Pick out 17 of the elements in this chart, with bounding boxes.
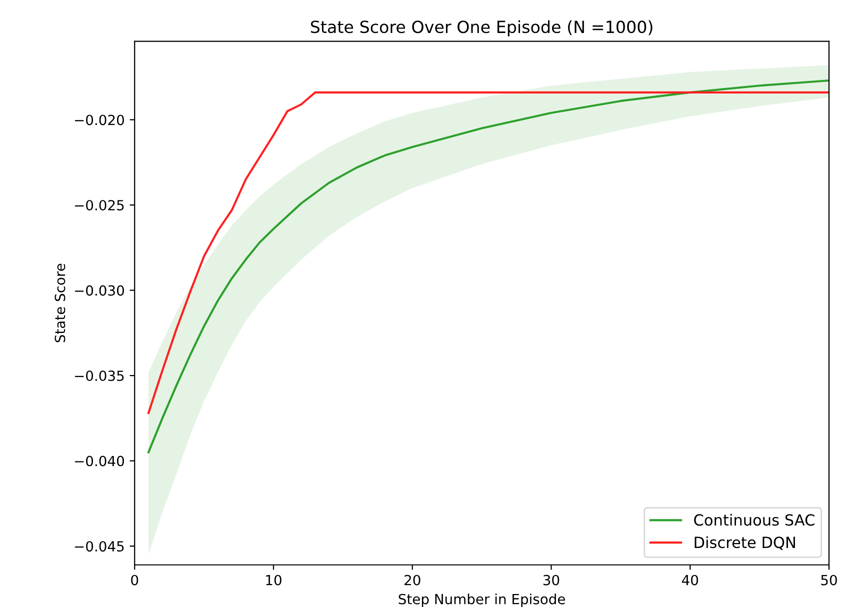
- y-tick-label: −0.045: [74, 541, 124, 552]
- x-tick-label: 50: [821, 574, 837, 586]
- x-tick-label: 10: [266, 574, 282, 586]
- y-tick-label: −0.030: [74, 285, 124, 296]
- y-tick-label: −0.020: [74, 114, 124, 126]
- y-tick-label: −0.035: [74, 370, 124, 382]
- chart-title: State Score Over One Episode (N =1000): [310, 20, 652, 36]
- x-tick-label: 20: [404, 574, 420, 586]
- y-axis-title: State Score: [54, 264, 66, 342]
- y-tick-label: −0.025: [74, 200, 124, 210]
- x-tick-label: 0: [131, 574, 138, 586]
- y-tick-label: −0.040: [74, 456, 124, 466]
- legend-label: Discrete DQN: [694, 536, 795, 550]
- x-tick-label: 30: [543, 574, 560, 586]
- legend-label: Continuous SAC: [694, 514, 814, 526]
- x-tick-label: 40: [682, 574, 698, 586]
- x-axis-title: Step Number in Episode: [398, 594, 565, 608]
